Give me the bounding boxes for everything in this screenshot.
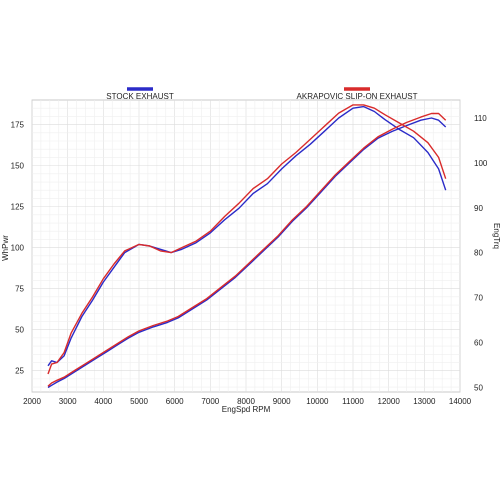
x-tick-label: 2000 xyxy=(23,397,41,406)
x-tick-label: 4000 xyxy=(94,397,112,406)
legend-label-stock: STOCK EXHAUST xyxy=(106,92,174,101)
x-tick-label: 9000 xyxy=(273,397,291,406)
y-right-tick-label: 50 xyxy=(474,384,483,393)
y-right-tick-label: 80 xyxy=(474,249,483,258)
x-tick-label: 13000 xyxy=(413,397,436,406)
x-tick-label: 5000 xyxy=(130,397,148,406)
torque-line-akrapovic xyxy=(47,112,447,387)
y-right-tick-label: 70 xyxy=(474,294,483,303)
y-left-axis-ticks: 25 50 75 100 125 150 175 xyxy=(11,121,25,376)
x-tick-label: 3000 xyxy=(59,397,77,406)
y-right-tick-label: 110 xyxy=(474,114,487,123)
y-left-tick-label: 75 xyxy=(15,285,24,294)
y-left-axis-label: WhPwr xyxy=(1,235,10,261)
y-right-axis-ticks: 50 60 70 80 90 100 110 xyxy=(474,114,488,393)
x-tick-label: 6000 xyxy=(166,397,184,406)
y-left-tick-label: 100 xyxy=(11,244,25,253)
x-tick-label: 11000 xyxy=(342,397,364,406)
legend: STOCK EXHAUST AKRAPOVIC SLIP-ON EXHAUST xyxy=(106,87,418,101)
power-line-stock xyxy=(47,105,447,367)
y-left-tick-label: 125 xyxy=(11,203,25,212)
legend-label-akrapovic: AKRAPOVIC SLIP-ON EXHAUST xyxy=(297,92,418,101)
x-tick-label: 7000 xyxy=(201,397,219,406)
x-axis-label: EngSpd RPM xyxy=(222,405,271,414)
y-left-tick-label: 175 xyxy=(11,121,25,130)
power-line-akrapovic xyxy=(47,104,447,375)
y-right-tick-label: 100 xyxy=(474,159,488,168)
y-right-tick-label: 90 xyxy=(474,204,483,213)
y-left-tick-label: 25 xyxy=(15,367,24,376)
x-tick-label: 8000 xyxy=(237,397,255,406)
series-lines xyxy=(47,104,447,389)
torque-line-stock xyxy=(47,117,447,389)
grid xyxy=(31,100,461,392)
y-left-tick-label: 150 xyxy=(11,162,25,171)
x-tick-label: 10000 xyxy=(306,397,329,406)
x-tick-label: 12000 xyxy=(378,397,401,406)
y-left-tick-label: 50 xyxy=(15,326,24,335)
y-right-axis-label: EngTrq xyxy=(492,223,500,249)
y-right-tick-label: 60 xyxy=(474,339,483,348)
x-axis-ticks: 2000 3000 4000 5000 6000 7000 8000 9000 10000 110… xyxy=(23,397,472,406)
x-tick-label: 14000 xyxy=(449,397,472,406)
